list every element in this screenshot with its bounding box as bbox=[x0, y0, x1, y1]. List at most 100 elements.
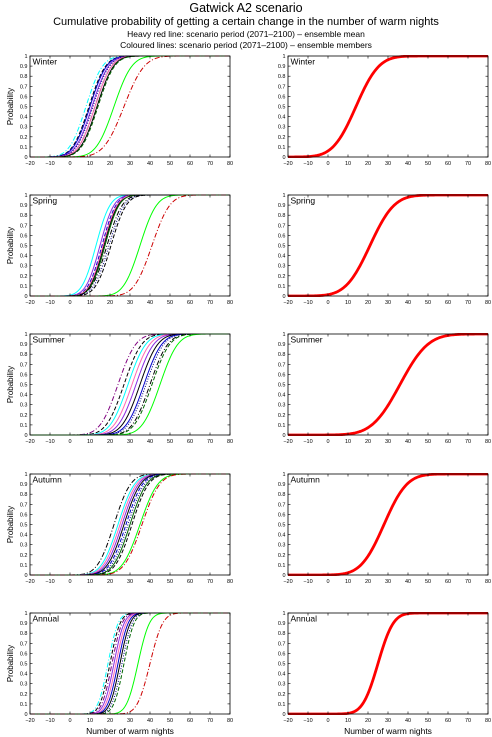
x-tick-label: 60 bbox=[187, 300, 193, 306]
series-line-1 bbox=[30, 55, 230, 158]
y-tick-label: 0.7 bbox=[20, 502, 28, 508]
y-tick-label: 0.1 bbox=[278, 423, 286, 429]
series-line-1 bbox=[288, 612, 488, 715]
chart-title: Gatwick A2 scenario bbox=[189, 1, 303, 15]
x-tick-label: 20 bbox=[365, 439, 371, 445]
y-tick-label: 1 bbox=[282, 611, 285, 617]
x-tick-label: 30 bbox=[385, 439, 391, 445]
y-tick-label: 0.3 bbox=[278, 682, 286, 688]
chart-panel-5: −20 −10 0 10 20 30 40 50 60 70 80 0 0.1 0.2 0.3 0.4 0.5 0… bbox=[6, 332, 233, 445]
x-tick-label: 40 bbox=[405, 300, 411, 306]
y-tick-label: 0.3 bbox=[20, 125, 28, 131]
series-line-7 bbox=[30, 194, 230, 297]
x-tick-label: 40 bbox=[147, 439, 153, 445]
axes-frame bbox=[29, 194, 231, 297]
x-tick-label: 50 bbox=[425, 300, 431, 306]
plot-area bbox=[288, 55, 488, 158]
series-line-10 bbox=[30, 194, 230, 297]
y-tick-label: 0.6 bbox=[20, 233, 28, 239]
x-tick-label: −20 bbox=[25, 300, 34, 306]
y-tick-label: 0.5 bbox=[278, 244, 286, 250]
y-tick-label: 0.6 bbox=[20, 94, 28, 100]
x-tick-label: 10 bbox=[345, 718, 351, 724]
chart-panel-3: −20 −10 0 10 20 30 40 50 60 70 80 0 0.1 0.2 0.3 0.4 0.5 0… bbox=[6, 193, 233, 306]
x-tick-label: −10 bbox=[303, 300, 312, 306]
x-tick-label: 60 bbox=[187, 439, 193, 445]
x-tick-label: −20 bbox=[283, 718, 292, 724]
x-tick-label: 20 bbox=[107, 718, 113, 724]
y-tick-label: 0.8 bbox=[278, 492, 286, 498]
y-tick-label: 0 bbox=[24, 294, 27, 300]
y-axis-label: Probability bbox=[6, 366, 15, 403]
chart-panel-8: −20 −10 0 10 20 30 40 50 60 70 80 0 0.1 0.2 0.3 0.4 0.5 0… bbox=[278, 472, 491, 585]
y-tick-label: 0.2 bbox=[278, 413, 286, 419]
x-tick-label: 80 bbox=[485, 439, 491, 445]
y-tick-label: 0.2 bbox=[278, 553, 286, 559]
y-tick-label: 0.4 bbox=[20, 254, 28, 260]
y-tick-label: 0.3 bbox=[20, 264, 28, 270]
panel-title: Winter bbox=[33, 57, 58, 67]
y-tick-label: 0 bbox=[24, 155, 27, 161]
series-line-1 bbox=[288, 194, 488, 297]
y-tick-label: 0.2 bbox=[278, 692, 286, 698]
panel-title: Spring bbox=[291, 196, 316, 206]
y-tick-label: 0.3 bbox=[278, 403, 286, 409]
y-tick-label: 0.7 bbox=[278, 641, 286, 647]
y-tick-label: 1 bbox=[282, 332, 285, 338]
series-line-5 bbox=[30, 55, 230, 158]
panel-title: Spring bbox=[33, 196, 58, 206]
x-tick-label: −20 bbox=[283, 161, 292, 167]
panel-title: Annual bbox=[33, 614, 60, 624]
y-axis-label: Probability bbox=[6, 506, 15, 543]
chart-subtitle: Cumulative probability of getting a cert… bbox=[53, 16, 439, 28]
x-tick-label: 70 bbox=[207, 439, 213, 445]
y-tick-label: 0.2 bbox=[278, 135, 286, 141]
x-tick-label: 60 bbox=[445, 579, 451, 585]
x-tick-label: 10 bbox=[345, 579, 351, 585]
x-tick-label: 80 bbox=[227, 718, 233, 724]
plot-area bbox=[30, 333, 230, 436]
y-tick-label: 0.1 bbox=[278, 702, 286, 708]
y-tick-label: 0.8 bbox=[20, 492, 28, 498]
y-tick-label: 0.6 bbox=[278, 651, 286, 657]
x-tick-label: 70 bbox=[207, 161, 213, 167]
x-tick-label: 40 bbox=[405, 439, 411, 445]
x-tick-label: 50 bbox=[167, 579, 173, 585]
y-tick-label: 0.9 bbox=[20, 621, 28, 627]
x-tick-label: 0 bbox=[326, 300, 329, 306]
series-line-4 bbox=[30, 55, 230, 158]
x-tick-label: 30 bbox=[385, 161, 391, 167]
x-tick-label: 50 bbox=[425, 718, 431, 724]
y-tick-label: 0.6 bbox=[278, 233, 286, 239]
x-tick-label: 50 bbox=[167, 439, 173, 445]
y-tick-label: 0.2 bbox=[278, 274, 286, 280]
x-tick-label: 80 bbox=[227, 300, 233, 306]
x-tick-label: 80 bbox=[485, 718, 491, 724]
series-line-8 bbox=[30, 473, 230, 576]
series-line-3 bbox=[30, 55, 230, 158]
x-tick-label: 50 bbox=[425, 161, 431, 167]
x-tick-label: 50 bbox=[425, 579, 431, 585]
x-tick-label: 80 bbox=[485, 300, 491, 306]
plot-area bbox=[30, 612, 230, 715]
y-tick-label: 0.3 bbox=[278, 125, 286, 131]
x-axis-label: Number of warm nights bbox=[344, 726, 432, 736]
x-tick-label: 80 bbox=[485, 579, 491, 585]
x-tick-label: −10 bbox=[303, 439, 312, 445]
x-tick-label: 30 bbox=[385, 300, 391, 306]
y-tick-label: 0.6 bbox=[278, 94, 286, 100]
panel-title: Autumn bbox=[33, 475, 63, 485]
x-tick-label: 60 bbox=[445, 718, 451, 724]
series-line-3 bbox=[30, 194, 230, 297]
chart-panel-7: −20 −10 0 10 20 30 40 50 60 70 80 0 0.1 0.2 0.3 0.4 0.5 0… bbox=[6, 472, 233, 585]
x-tick-label: 0 bbox=[326, 718, 329, 724]
x-tick-label: 80 bbox=[227, 439, 233, 445]
x-tick-label: −10 bbox=[45, 439, 54, 445]
x-tick-label: −20 bbox=[25, 161, 34, 167]
x-tick-label: 40 bbox=[147, 300, 153, 306]
x-tick-label: 80 bbox=[227, 161, 233, 167]
axes-frame bbox=[29, 55, 231, 158]
y-tick-label: 0.6 bbox=[278, 512, 286, 518]
x-tick-label: 70 bbox=[465, 579, 471, 585]
